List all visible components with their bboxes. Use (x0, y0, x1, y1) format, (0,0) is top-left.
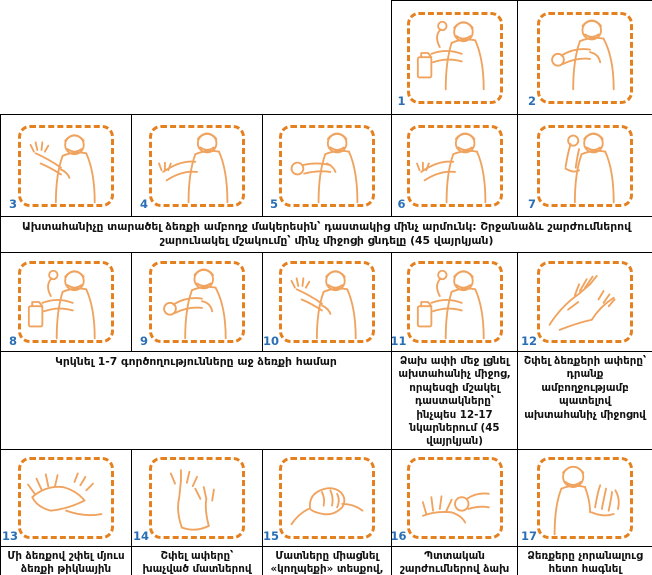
step-frame (537, 124, 634, 207)
forearm-rub-illustration-icon (153, 264, 241, 340)
open-hand-illustration-icon (22, 128, 110, 204)
step-6-cell: 6 (391, 114, 519, 217)
illustration-symbol (566, 133, 614, 202)
step-number: 1 (397, 94, 406, 108)
caption-steps-1-7: Ախտահանիչը տարածել ձեռքի ամբողջ մակերեսի… (0, 216, 652, 253)
step-16-cell: 16 (391, 448, 519, 547)
low-arm-illustration-icon (411, 128, 499, 204)
step-15-cell: 15 (261, 448, 393, 547)
dispenser-elbow-illustration-icon (411, 264, 499, 340)
step-number: 9 (139, 333, 148, 348)
step-frame (149, 124, 245, 207)
illustration-symbol (159, 133, 227, 202)
step-10-cell: 10 (261, 252, 393, 352)
forearm-rub-illustration-icon (541, 15, 629, 91)
step-17-cell: 17 (517, 448, 652, 547)
illustration-symbol (171, 470, 214, 530)
step-5-cell: 5 (261, 114, 393, 217)
step-frame (279, 456, 376, 539)
step-number: 14 (133, 529, 150, 544)
step-frame (18, 124, 114, 207)
thumb-rub-illustration-icon (411, 460, 499, 536)
step-11-cell: 11 (391, 252, 519, 352)
illustration-symbol (292, 488, 363, 524)
hand-back-rub-illustration-icon (22, 460, 110, 536)
step-number: 6 (397, 197, 406, 211)
illustration-symbol (552, 20, 614, 89)
step-frame (537, 11, 634, 104)
caption-repeat-right-hand: Կրկնել 1-7 գործողությունները աջ ձեռքի հա… (0, 351, 393, 450)
open-hand-illustration-icon (283, 264, 371, 340)
step-frame (537, 456, 634, 539)
caption-step-12: Շփել ձեռքերի ափերը՝ դրանք ամբողջությամբ … (517, 351, 652, 450)
step-number: 10 (263, 333, 280, 348)
step-frame (537, 261, 634, 343)
illustration-symbol (417, 133, 485, 202)
illustration-symbol (292, 271, 356, 338)
illustration-symbol (292, 133, 358, 202)
step-4-cell: 4 (131, 114, 263, 217)
step-number: 13 (2, 529, 19, 544)
step-number: 11 (391, 333, 407, 348)
step-frame (406, 11, 503, 104)
illustration-symbol (417, 271, 483, 339)
step-number: 3 (8, 197, 17, 211)
step-frame (149, 456, 245, 539)
step-12-cell: 12 (517, 252, 652, 352)
step-7-cell: 7 (517, 114, 652, 217)
fist-out-illustration-icon (283, 128, 371, 204)
step-number: 7 (528, 197, 537, 211)
dispenser-elbow-illustration-icon (411, 15, 499, 91)
step-3-cell: 3 (0, 114, 132, 217)
step-number: 2 (528, 94, 537, 108)
step-number: 17 (521, 529, 538, 544)
step-frame (406, 261, 503, 343)
illustration-symbol (28, 473, 101, 515)
caption-step-14: Շփել ափերը՝ խաչված մատներով (131, 545, 263, 575)
crossed-fingers-illustration-icon (153, 460, 241, 536)
caption-step-15: Մատները միացնել «կողպեքի» տեսքով, պտտակա… (261, 545, 393, 575)
step-13-cell: 13 (0, 448, 132, 547)
step-8-cell: 8 (0, 252, 132, 352)
fist-up-illustration-icon (541, 128, 629, 204)
step-frame (149, 261, 245, 343)
illustration-symbol (164, 269, 226, 338)
step-frame (18, 261, 114, 343)
low-arm-illustration-icon (153, 128, 241, 204)
step-number: 5 (270, 197, 279, 211)
step-number: 8 (8, 333, 17, 348)
step-number: 12 (521, 333, 538, 348)
step-number: 16 (391, 529, 407, 544)
illustration-symbol (417, 21, 483, 89)
step-2-cell: 2 (517, 0, 652, 115)
caption-step-16: Պտտական շարժումներով ձախ ձեռքով շփել աջ … (391, 545, 519, 575)
step-frame (18, 456, 114, 539)
illustration-symbol (29, 271, 95, 339)
locked-fingers-illustration-icon (283, 460, 371, 536)
step-frame (406, 456, 503, 539)
step-9-cell: 9 (131, 252, 263, 352)
step-frame (279, 124, 376, 207)
step-1-cell: 1 (391, 0, 519, 115)
step-number: 4 (139, 197, 148, 211)
illustration-symbol (550, 276, 615, 330)
dispenser-elbow-illustration-icon (22, 264, 110, 340)
step-14-cell: 14 (131, 448, 263, 547)
illustration-symbol (422, 493, 488, 522)
step-frame (406, 124, 503, 207)
blank-area (0, 0, 393, 115)
step-number: 15 (263, 529, 280, 544)
caption-step-11: Ձախ ափի մեջ լցնել ախտահանիչ միջոց, որպես… (391, 351, 519, 450)
step-frame (279, 261, 376, 343)
hands-drying-illustration-icon (541, 460, 629, 536)
caption-step-13: Մի ձեռքով շփել մյուս ձեռքի թիկնային մասը… (0, 545, 132, 575)
illustration-symbol (555, 466, 619, 534)
palms-rub-illustration-icon (541, 264, 629, 340)
caption-step-17: Ձեռքերը չորանալուց հետո հագնել մանրէազեր… (517, 545, 652, 575)
illustration-symbol (31, 135, 95, 202)
